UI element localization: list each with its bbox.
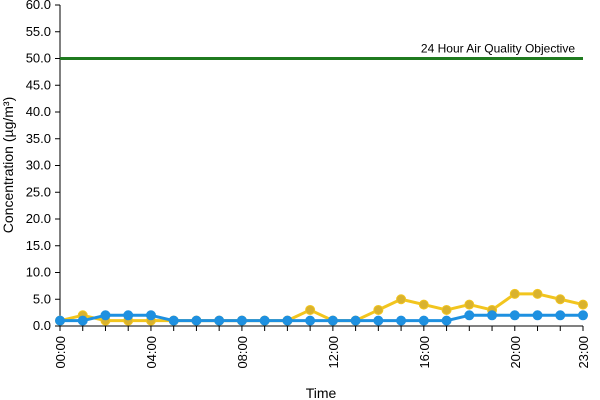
- data-point: [236, 315, 247, 326]
- y-tick-label: 50.0: [26, 51, 51, 66]
- data-point: [487, 310, 498, 321]
- data-point: [282, 315, 293, 326]
- y-tick-label: 15.0: [26, 238, 51, 253]
- data-point: [168, 315, 179, 326]
- data-point: [145, 310, 156, 321]
- y-tick-label: 10.0: [26, 265, 51, 280]
- data-point: [396, 294, 407, 305]
- y-tick-label: 0.0: [33, 318, 51, 333]
- data-point: [555, 294, 566, 305]
- data-point: [509, 288, 520, 299]
- data-point: [578, 310, 588, 321]
- data-point: [214, 315, 225, 326]
- y-tick-label: 55.0: [26, 24, 51, 39]
- y-axis-title: Concentration (µg/m³): [0, 97, 16, 233]
- data-point: [532, 288, 543, 299]
- x-tick-label: 08:00: [235, 336, 250, 369]
- data-point: [555, 310, 566, 321]
- data-point: [396, 315, 407, 326]
- y-tick-label: 35.0: [26, 131, 51, 146]
- x-tick-label: 23:00: [576, 336, 591, 369]
- data-point: [350, 315, 361, 326]
- data-point: [259, 315, 270, 326]
- data-point: [123, 310, 134, 321]
- data-point: [77, 315, 88, 326]
- data-point: [373, 315, 384, 326]
- data-point: [100, 310, 111, 321]
- y-tick-label: 5.0: [33, 291, 51, 306]
- x-axis-title: Time: [306, 385, 337, 400]
- y-tick-label: 45.0: [26, 77, 51, 92]
- data-point: [373, 304, 384, 315]
- data-point: [509, 310, 520, 321]
- reference-line-label: 24 Hour Air Quality Objective: [421, 42, 575, 56]
- data-point: [191, 315, 202, 326]
- data-point: [55, 315, 65, 326]
- reference-line-group: 24 Hour Air Quality Objective: [60, 42, 583, 60]
- x-tick-label: 16:00: [417, 336, 432, 369]
- y-tick-label: 40.0: [26, 104, 51, 119]
- data-point: [441, 304, 452, 315]
- x-tick-label: 00:00: [53, 336, 68, 369]
- y-tick-label: 20.0: [26, 211, 51, 226]
- data-point: [464, 310, 475, 321]
- data-point: [532, 310, 543, 321]
- data-point: [578, 299, 588, 310]
- data-point: [418, 315, 429, 326]
- data-point: [305, 315, 316, 326]
- x-tick-label: 20:00: [508, 336, 523, 369]
- y-tick-label: 60.0: [26, 0, 51, 12]
- series-2: [55, 310, 588, 326]
- y-tick-labels: 0.0 5.0 10.0 15.0 20.0 25.0 30.0 35.0 40.0 45.0 50…: [26, 0, 60, 333]
- data-point: [418, 299, 429, 310]
- x-tick-label: 04:00: [144, 336, 159, 369]
- series-group: [55, 288, 588, 326]
- y-tick-label: 30.0: [26, 158, 51, 173]
- data-point: [441, 315, 452, 326]
- y-tick-label: 25.0: [26, 184, 51, 199]
- x-tick-labels: 00:00 04:00 08:00 12:00 16:00 20:00 23:00: [53, 326, 591, 369]
- x-tick-label: 12:00: [326, 336, 341, 369]
- data-point: [464, 299, 475, 310]
- data-point: [305, 304, 316, 315]
- data-point: [327, 315, 338, 326]
